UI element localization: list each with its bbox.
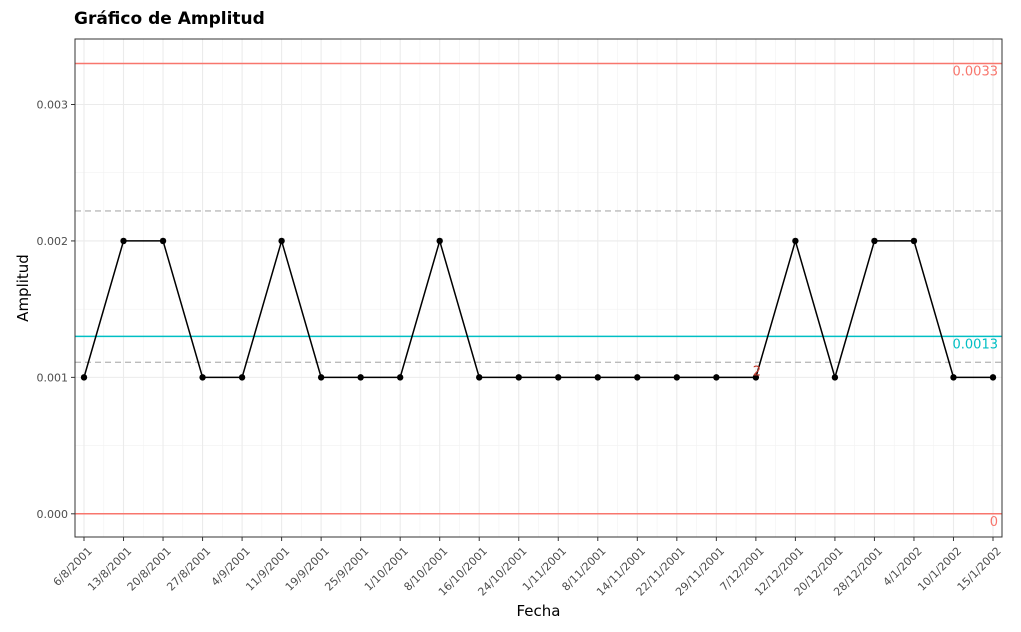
data-point	[436, 237, 443, 245]
data-point	[871, 237, 878, 245]
data-point	[238, 374, 246, 381]
chart-title: Gráfico de Amplitud	[74, 9, 265, 29]
reference-label-1: 0.0013	[953, 337, 999, 352]
data-point	[80, 374, 88, 381]
data-point	[792, 237, 799, 245]
y-axis: 0.000 0.001 0.002 0.003	[37, 98, 75, 521]
y-axis-title: Amplitud	[14, 254, 32, 322]
y-tick-label: 0.003	[37, 98, 69, 111]
panel-border	[74, 38, 1003, 538]
reference-label-2: 0	[990, 515, 998, 530]
data-point	[594, 374, 601, 381]
data-point	[159, 237, 167, 245]
series-line	[83, 238, 993, 381]
data-point	[120, 237, 127, 245]
data-point	[515, 374, 522, 381]
data-point	[396, 374, 404, 381]
minor-gridlines	[75, 39, 1002, 537]
reference-label-0: 0.0033	[953, 65, 999, 80]
y-tick-label: 0.000	[37, 508, 69, 521]
data-point	[278, 237, 285, 245]
data-point	[634, 374, 641, 381]
annotation-label-0: 2	[753, 364, 761, 379]
y-tick-label: 0.001	[37, 371, 69, 384]
data-point	[950, 374, 957, 381]
data-point	[673, 374, 681, 381]
data-point	[752, 374, 760, 381]
data-point	[555, 374, 562, 381]
data-point	[476, 374, 483, 381]
data-point	[831, 374, 839, 381]
data-point	[357, 374, 364, 381]
y-tick-label: 0.002	[37, 235, 69, 248]
data-point	[317, 374, 325, 381]
data-point	[910, 237, 918, 245]
data-point	[713, 374, 720, 381]
data-point	[989, 374, 997, 381]
data-point	[199, 374, 206, 381]
series-amplitud: 2	[80, 237, 997, 381]
x-axis-title: Fecha	[517, 602, 561, 620]
x-axis: 6/8/200113/8/200120/8/200127/8/20014/9/2…	[51, 537, 1004, 599]
